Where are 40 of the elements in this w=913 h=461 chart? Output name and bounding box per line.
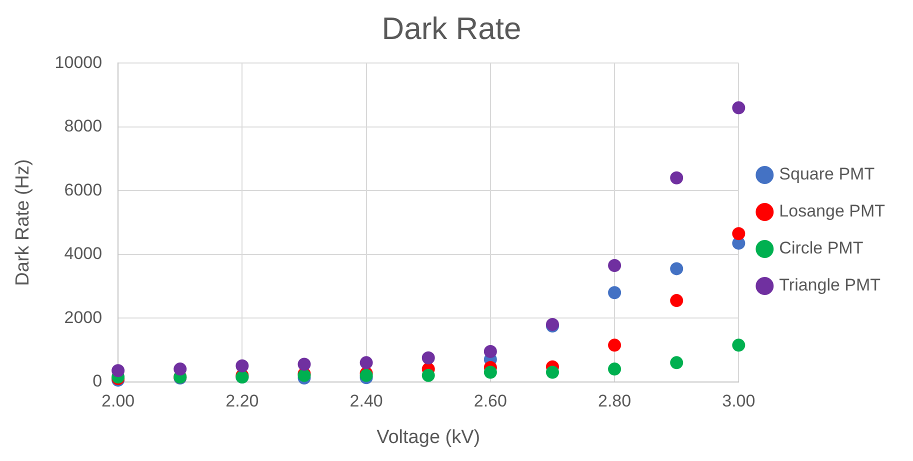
point <box>732 227 746 240</box>
point <box>422 351 435 364</box>
point <box>732 338 746 352</box>
point <box>546 366 559 379</box>
point <box>422 368 435 382</box>
point <box>484 345 497 358</box>
point <box>670 262 684 276</box>
point <box>608 286 622 300</box>
y-tick-label: 10000 <box>54 52 102 72</box>
y-tick-label: 2000 <box>64 308 102 327</box>
y-tick-label: 8000 <box>64 116 102 136</box>
point <box>670 294 684 308</box>
point <box>112 364 125 378</box>
y-tick-label: 4000 <box>64 244 102 264</box>
point <box>670 356 684 370</box>
point <box>174 362 187 376</box>
point <box>360 356 373 370</box>
y-tick-label: 6000 <box>64 180 102 200</box>
point <box>608 362 622 376</box>
point <box>732 101 746 114</box>
point <box>484 366 497 379</box>
point <box>670 171 684 184</box>
x-tick-label: 2.20 <box>226 392 259 411</box>
point <box>608 338 622 352</box>
y-axis-title: Dark Rate (Hz) <box>12 159 34 286</box>
legend-label: Losange PMT <box>779 202 886 221</box>
legend-label: Circle PMT <box>779 238 864 258</box>
legend-label: Square PMT <box>779 164 875 184</box>
chart-title: Dark Rate <box>382 11 522 46</box>
point <box>236 359 249 372</box>
x-tick-label: 2.00 <box>102 392 135 411</box>
x-tick-label: 2.80 <box>598 392 632 411</box>
y-tick-label: 0 <box>92 371 102 390</box>
legend-label: Triangle PMT <box>779 276 881 295</box>
x-axis-title: Voltage (kV) <box>376 426 480 448</box>
x-tick-label: 2.40 <box>350 392 383 411</box>
point <box>608 259 622 272</box>
point <box>298 358 311 371</box>
x-tick-label: 2.60 <box>474 392 507 411</box>
x-tick-label: 3.00 <box>722 392 756 411</box>
